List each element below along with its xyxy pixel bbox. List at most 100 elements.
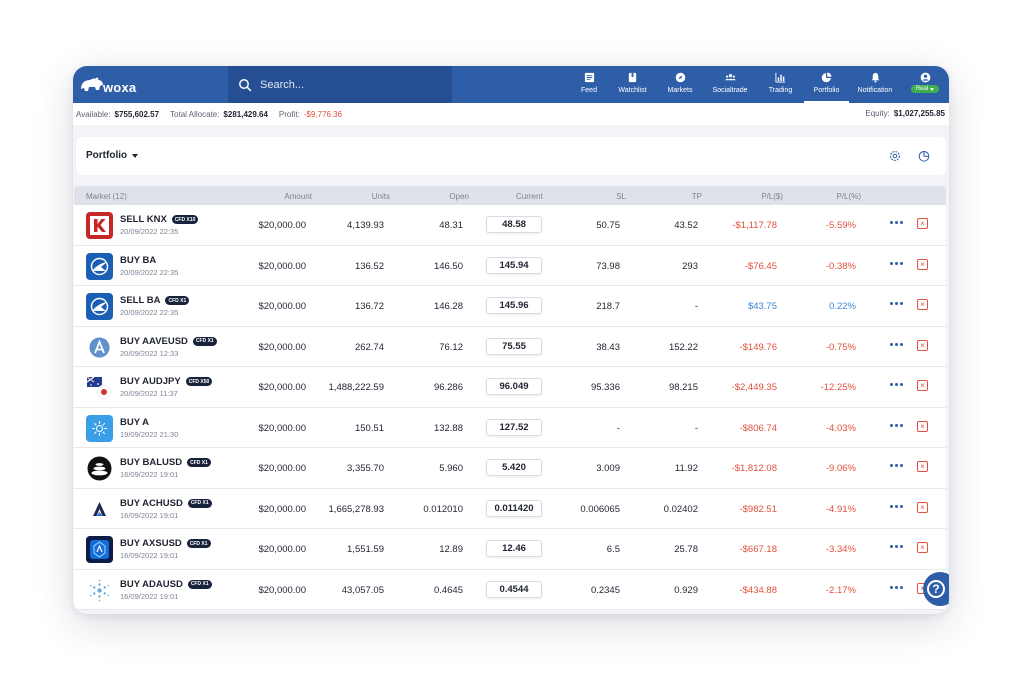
table-row[interactable]: BUY BALUSD CFD X1 16/09/2022 19:01 $20,000.… [74, 448, 946, 489]
nav-label: Watchlist [618, 87, 647, 94]
table-row[interactable]: BUY AUDJPY CFD X50 20/09/2022 11:37 $20,000… [74, 367, 946, 408]
tp-cell[interactable]: 98.215 [668, 382, 698, 393]
close-position-icon[interactable]: × [917, 380, 928, 391]
sl-cell[interactable]: 3.009 [596, 463, 620, 474]
table-row[interactable]: BUY ADAUSD CFD X1 16/09/2022 19:01 $20,000.… [74, 569, 946, 610]
asset-logo [86, 495, 113, 523]
more-options-icon[interactable] [890, 545, 903, 548]
portfolio-dropdown[interactable]: Portfolio [86, 150, 139, 161]
more-options-icon[interactable] [890, 261, 903, 265]
search-bar[interactable] [228, 66, 452, 103]
pl-usd-cell: -$806.74 [739, 422, 777, 434]
tp-cell[interactable]: 152.22 [668, 341, 698, 353]
open-price-cell: 96.286 [433, 382, 463, 393]
nav-markets[interactable]: Markets [657, 66, 703, 103]
sl-cell[interactable]: 6.5 [606, 544, 620, 555]
table-row[interactable]: BUY A 19/09/2022 21:30 $20,000.00 150.51 132… [74, 407, 946, 448]
table-row[interactable]: SELL KNX CFD X10 20/09/2022 22:35 $20,000.0… [74, 205, 946, 246]
logo[interactable]: woxa [79, 73, 136, 97]
more-options-icon[interactable] [890, 302, 903, 305]
nav-portfolio[interactable]: Portfolio [804, 66, 849, 103]
current-price-cell: 145.94 [486, 256, 542, 274]
close-position-icon[interactable]: × [917, 420, 928, 432]
table-row[interactable]: BUY ACHUSD CFD X1 16/09/2022 19:01 $20,000.… [74, 488, 946, 529]
more-options-icon[interactable] [890, 383, 903, 386]
col-amount[interactable]: Amount [284, 192, 312, 201]
tp-cell[interactable]: 11.92 [674, 463, 698, 474]
account-mode-label: Real [915, 86, 929, 92]
col-current[interactable]: Current [516, 192, 543, 201]
pl-pct-cell: -5.59% [825, 220, 856, 231]
tp-cell[interactable]: 43.52 [674, 220, 698, 231]
col-pl-pct[interactable]: P/L(%) [836, 192, 861, 201]
available-label: Available: [76, 109, 111, 119]
col-sl[interactable]: SL [616, 192, 626, 201]
close-position-icon[interactable]: × [917, 542, 928, 553]
col-units[interactable]: Units [371, 192, 390, 201]
table-row[interactable]: SELL BA CFD X1 20/09/2022 22:35 $20,000.00 1… [74, 286, 946, 327]
more-options-icon[interactable] [890, 423, 903, 427]
col-market[interactable]: Market (12) [86, 192, 127, 201]
more-options-icon[interactable] [890, 585, 903, 589]
open-date: 20/09/2022 22:35 [120, 308, 179, 317]
pie-chart-icon[interactable] [918, 150, 930, 162]
asset-name: BUY BA [120, 254, 157, 266]
tp-cell[interactable]: 293 [682, 260, 698, 272]
table-row[interactable]: BUY AXSUSD CFD X1 16/09/2022 19:01 $20,000.… [74, 529, 946, 570]
close-position-icon[interactable]: × [917, 258, 928, 270]
nav-watchlist[interactable]: Watchlist [608, 66, 657, 103]
tp-cell[interactable]: - [694, 301, 698, 312]
sl-cell[interactable]: 218.7 [596, 301, 620, 312]
settings-icon[interactable] [889, 150, 901, 162]
table-row[interactable]: BUY AAVEUSD CFD X1 20/09/2022 12:33 $20,000… [74, 326, 946, 367]
nav-notification[interactable]: Notification [849, 66, 901, 103]
col-tp[interactable]: TP [691, 192, 702, 201]
bar-chart-icon [775, 72, 786, 83]
more-options-icon[interactable] [890, 342, 903, 346]
close-position-icon[interactable]: × [917, 501, 928, 513]
pl-pct-cell: -9.06% [825, 463, 856, 474]
tp-cell[interactable]: - [694, 422, 698, 434]
nav-feed[interactable]: Feed [570, 66, 608, 103]
sl-cell[interactable]: 0.006065 [580, 503, 620, 515]
col-open[interactable]: Open [449, 192, 469, 201]
search-icon [239, 78, 252, 91]
nav-label: Trading [768, 87, 793, 94]
tp-cell[interactable]: 0.929 [674, 584, 698, 596]
help-button[interactable]: ? [923, 572, 949, 606]
asset-name: BUY A [120, 416, 150, 428]
sl-cell[interactable]: 73.98 [596, 260, 620, 272]
sl-cell[interactable]: 38.43 [596, 341, 620, 353]
sl-cell[interactable]: - [616, 422, 620, 434]
close-position-icon[interactable]: × [917, 339, 928, 351]
search-input[interactable] [258, 77, 452, 92]
current-price-cell: 127.52 [486, 418, 542, 436]
profit-value: -$9,776.36 [303, 109, 343, 119]
sl-cell[interactable]: 95.336 [590, 382, 620, 393]
close-position-icon[interactable]: × [917, 218, 928, 229]
boeing-logo-icon [86, 252, 113, 280]
account-mode-badge[interactable]: Real [910, 85, 940, 93]
more-options-icon[interactable] [890, 221, 903, 224]
units-cell: 136.72 [354, 301, 384, 312]
asset-name: SELL BA [120, 295, 161, 306]
sl-cell[interactable]: 0.2345 [590, 584, 620, 596]
table-row[interactable]: BUY BA 20/09/2022 22:35 $20,000.00 136.52 14… [74, 245, 946, 286]
units-cell: 136.52 [354, 260, 384, 272]
tp-cell[interactable]: 0.02402 [663, 503, 698, 515]
tp-cell[interactable]: 25.78 [674, 544, 698, 555]
more-options-icon[interactable] [890, 464, 903, 467]
nav-trading[interactable]: Trading [757, 66, 804, 103]
close-position-icon[interactable]: × [917, 461, 928, 472]
close-position-icon[interactable]: × [917, 299, 928, 310]
sl-cell[interactable]: 50.75 [596, 220, 620, 231]
current-price-cell: 145.96 [486, 297, 542, 314]
nav-socialtrade[interactable]: Socialtrade [703, 66, 757, 103]
asset-logo [86, 293, 113, 320]
col-pl-usd[interactable]: P/L($) [761, 192, 783, 201]
more-options-icon[interactable] [890, 504, 903, 508]
open-price-cell: 5.960 [439, 463, 463, 474]
account-menu[interactable]: Real [901, 66, 949, 103]
chevron-down-icon [132, 153, 139, 158]
units-cell: 1,488,222.59 [328, 382, 384, 393]
